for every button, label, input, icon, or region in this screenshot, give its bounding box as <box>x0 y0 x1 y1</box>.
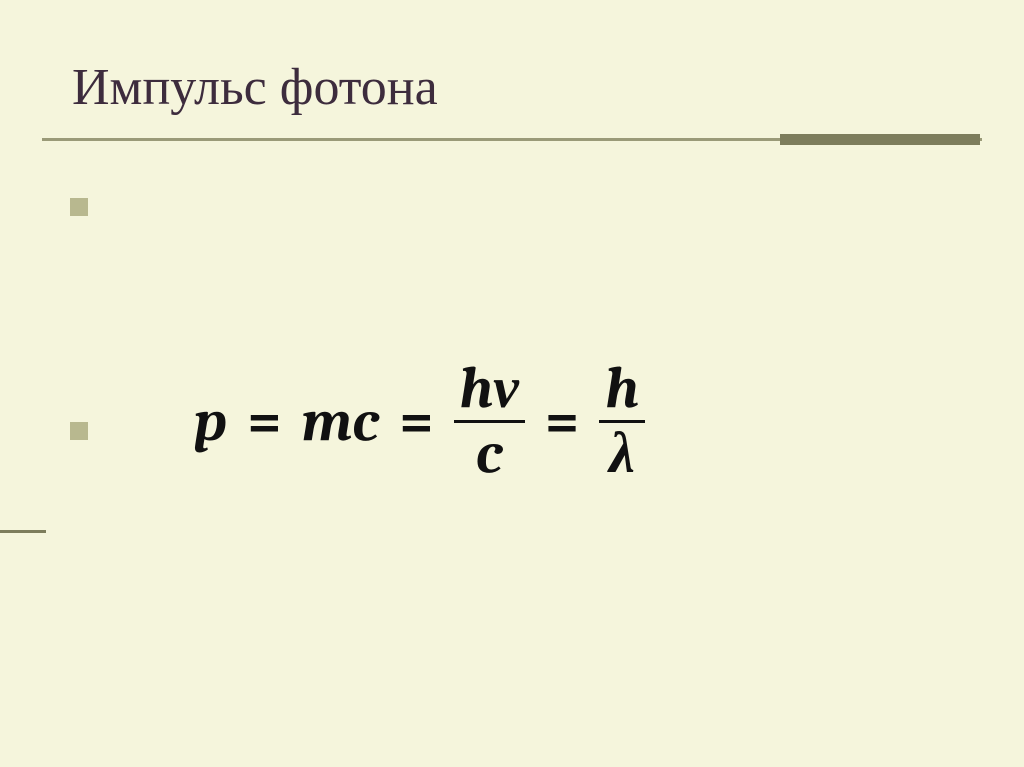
bullet-marker <box>70 198 88 216</box>
bullet-marker <box>70 422 88 440</box>
formula-lhs: p <box>188 388 233 455</box>
fraction-numerator: h <box>599 358 645 420</box>
formula-photon-momentum: p = mc = hν c = h λ <box>188 358 651 485</box>
left-edge-tick <box>0 530 46 533</box>
formula-rhs-mc: mc <box>296 388 386 455</box>
formula-fraction-h-lambda: h λ <box>593 358 651 485</box>
formula-fraction-hv-c: hν c <box>448 358 531 485</box>
slide: Импульс фотона p = mc = hν c = h λ <box>0 0 1024 767</box>
fraction-denominator: c <box>470 423 509 485</box>
title-divider-accent <box>780 134 980 145</box>
fraction-numerator: hν <box>454 358 525 420</box>
fraction-denominator: λ <box>603 423 641 485</box>
equals-sign: = <box>233 388 295 455</box>
equals-sign: = <box>531 388 593 455</box>
slide-title: Импульс фотона <box>72 58 438 117</box>
equals-sign: = <box>385 388 447 455</box>
